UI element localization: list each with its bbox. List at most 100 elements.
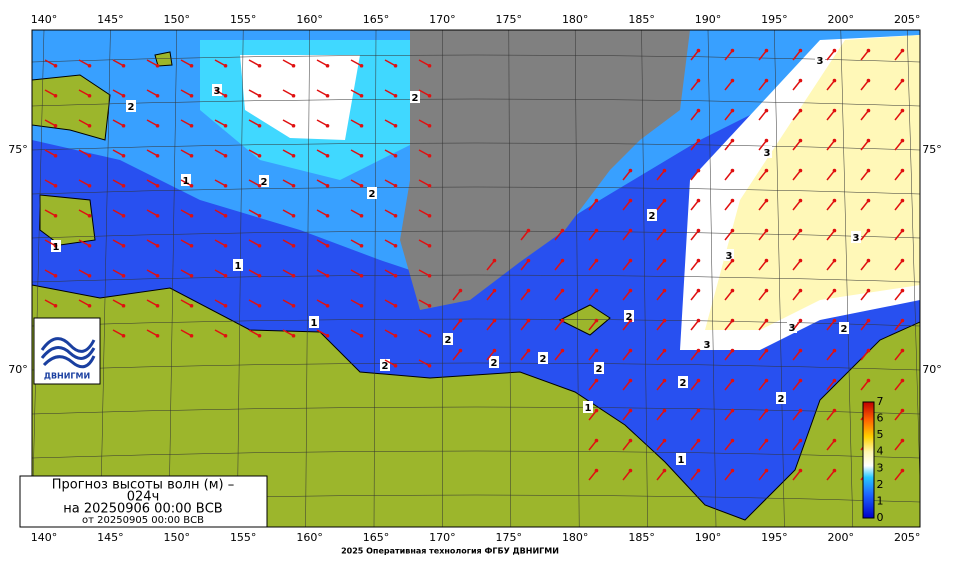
wave-arrow-head — [393, 93, 398, 98]
contour-label: 1 — [678, 455, 685, 466]
wave-arrow — [792, 170, 802, 181]
wave-arrow-head — [730, 48, 735, 53]
wave-arrow-head — [560, 318, 565, 323]
wave-arrow — [78, 239, 90, 247]
wave-arrow — [724, 230, 734, 241]
wave-arrow-head — [121, 303, 126, 308]
wave-arrow-head — [223, 333, 228, 338]
wave-arrow-head — [359, 93, 364, 98]
contour-label: 1 — [183, 176, 190, 187]
wave-arrow-head — [866, 378, 871, 383]
wave-arrow — [792, 290, 802, 301]
wave-arrow-head — [325, 93, 330, 98]
lon-label: 190° — [695, 13, 722, 26]
wave-arrow — [316, 149, 328, 157]
contour-label-bg — [181, 174, 191, 186]
contour-label-bg — [309, 316, 319, 328]
wave-arrow — [758, 230, 768, 241]
wave-arrow-head — [87, 213, 92, 218]
wave-arrow — [78, 269, 90, 277]
wave-arrow-head — [628, 348, 633, 353]
contour-label-bg — [702, 338, 712, 350]
wave-arrow-head — [696, 318, 701, 323]
wave-arrow — [520, 230, 530, 241]
contour-label: 2 — [491, 358, 498, 369]
wave-arrow — [622, 200, 632, 211]
wave-arrow-head — [866, 348, 871, 353]
wave-arrow-head — [257, 333, 262, 338]
lon-label: 175° — [496, 531, 523, 544]
wave-arrow — [690, 320, 700, 331]
mainland — [32, 284, 920, 527]
wave-arrow — [792, 410, 802, 421]
wave-arrow-head — [832, 228, 837, 233]
wave-arrow — [826, 410, 836, 421]
wave-arrow — [350, 209, 362, 217]
wave-arrow-head — [594, 198, 599, 203]
wave-arrow-head — [730, 408, 735, 413]
wave-arrow — [724, 50, 734, 61]
wave-arrow-head — [427, 273, 432, 278]
wave-arrow-head — [866, 78, 871, 83]
lon-label: 200° — [828, 13, 855, 26]
lon-label: 160° — [296, 13, 323, 26]
wave-arrow — [860, 350, 870, 361]
wave-arrow-head — [427, 333, 432, 338]
wave-arrow — [282, 179, 294, 187]
wave-arrow — [180, 329, 192, 337]
wave-arrow-head — [458, 348, 463, 353]
wave-arrow-head — [764, 408, 769, 413]
wave-arrow — [384, 269, 396, 277]
wave-arrow — [826, 110, 836, 121]
wave-arrow — [384, 149, 396, 157]
wave-arrow-head — [53, 183, 58, 188]
wave-arrow — [656, 320, 666, 331]
wave-arrow — [690, 440, 700, 451]
wave-arrow-head — [764, 318, 769, 323]
wave-arrow — [214, 119, 226, 127]
wave-arrow-head — [121, 273, 126, 278]
wave-arrow — [894, 80, 904, 91]
wave-arrow — [860, 50, 870, 61]
wave-arrow — [384, 89, 396, 97]
wave-arrow — [282, 299, 294, 307]
wave-arrow — [826, 140, 836, 151]
wave-arrow — [44, 149, 56, 157]
island — [39, 194, 96, 246]
wave-arrow — [860, 140, 870, 151]
wave-arrow-head — [628, 318, 633, 323]
wave-arrow-head — [594, 438, 599, 443]
wave-arrow — [860, 80, 870, 91]
wave-arrow-head — [393, 183, 398, 188]
contour-label: 2 — [128, 102, 135, 113]
wave-arrow-head — [427, 303, 432, 308]
wave-arrow-head — [798, 258, 803, 263]
wave-arrow-head — [662, 288, 667, 293]
lon-label: 150° — [164, 13, 191, 26]
contour-label: 2 — [626, 312, 633, 323]
wave-arrow-head — [696, 138, 701, 143]
wave-arrow — [554, 320, 564, 331]
wave-arrow — [826, 200, 836, 211]
wave-arrows — [44, 48, 905, 481]
wave-arrow-head — [798, 438, 803, 443]
wave-arrow-head — [87, 123, 92, 128]
lon-label: 145° — [97, 13, 124, 26]
parallel — [32, 406, 920, 415]
wave-arrow-head — [189, 273, 194, 278]
wave-arrow-head — [325, 303, 330, 308]
wave-arrow — [520, 320, 530, 331]
contour-label: 2 — [649, 211, 656, 222]
wave-arrow-head — [121, 213, 126, 218]
wave-arrow-head — [866, 288, 871, 293]
wave-arrow — [690, 290, 700, 301]
lon-label: 205° — [894, 13, 921, 26]
contour-label: 3 — [214, 86, 221, 97]
lon-label: 195° — [761, 531, 788, 544]
wave-arrow-head — [257, 183, 262, 188]
wave-arrow-head — [900, 48, 905, 53]
wave-arrow — [44, 119, 56, 127]
wave-arrow-head — [257, 93, 262, 98]
wave-arrow-head — [155, 273, 160, 278]
wave-arrow-head — [696, 168, 701, 173]
